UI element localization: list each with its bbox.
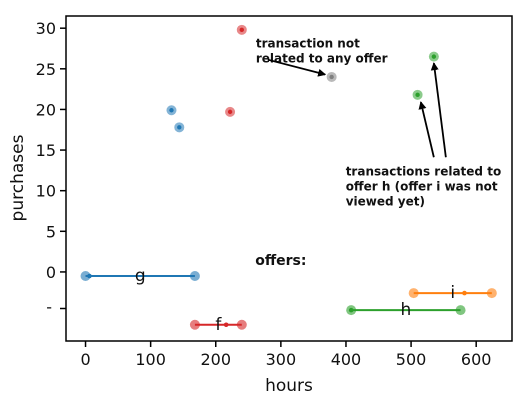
offer-f-label: f (215, 315, 222, 335)
annotation-text: transactions related to (346, 164, 502, 178)
x-tick-label: 300 (266, 350, 297, 369)
annotation-text: transaction not (256, 37, 360, 51)
annotation-arrow (267, 58, 327, 77)
annotation-text: viewed yet) (346, 194, 425, 208)
y-tick-label: 30 (36, 19, 56, 38)
offer-g-start-marker (80, 271, 91, 281)
transaction-point-center (329, 74, 334, 80)
offer-g-end-marker (189, 271, 200, 281)
offer-h-viewed-marker (348, 307, 354, 313)
transaction-point-center (239, 27, 244, 33)
offer-g-label: g (135, 266, 146, 286)
offer-h-label: h (400, 300, 411, 320)
offer-i-end-marker (486, 288, 497, 299)
transaction-point-center (415, 92, 420, 98)
y-tick-label: 10 (36, 182, 56, 201)
x-tick-label: 100 (135, 350, 166, 369)
x-tick-label: 200 (200, 350, 231, 369)
annotation-text: related to any offer (256, 52, 388, 66)
offers-label: offers: (255, 253, 306, 269)
offer-i-label: i (450, 283, 455, 303)
x-tick-label: 400 (331, 350, 362, 369)
offer-f-end-marker (236, 319, 247, 330)
transaction-point-center (431, 54, 437, 59)
annotation-arrow (430, 62, 447, 158)
transaction-point-center (177, 125, 182, 130)
y-tick-label: 15 (36, 141, 56, 160)
y-tick-label: 0 (46, 263, 56, 282)
transaction-point-center (169, 108, 174, 113)
offer-h-end-marker (455, 305, 466, 316)
annotation-text: offer h (offer i was not (346, 179, 498, 193)
y-tick-label: 5 (46, 222, 56, 241)
x-tick-label: 600 (461, 350, 492, 369)
x-axis-label: hours (265, 376, 313, 396)
offer-f-start-marker (189, 319, 200, 330)
offer-g-viewed-marker (87, 273, 92, 279)
y-tick-label: 25 (36, 60, 56, 79)
y-axis-label: purchases (8, 134, 28, 221)
plot-frame (65, 15, 513, 342)
x-tick-label: 0 (80, 350, 90, 369)
y-tick-label: - (46, 298, 52, 317)
offer-f-viewed-marker (223, 322, 229, 328)
transaction-point-center (227, 109, 233, 115)
offer-i-start-marker (408, 288, 419, 299)
annotation-arrow (418, 101, 435, 158)
y-tick-label: 20 (36, 100, 56, 119)
x-tick-label: 500 (396, 350, 427, 369)
offer-i-viewed-marker (462, 290, 467, 296)
